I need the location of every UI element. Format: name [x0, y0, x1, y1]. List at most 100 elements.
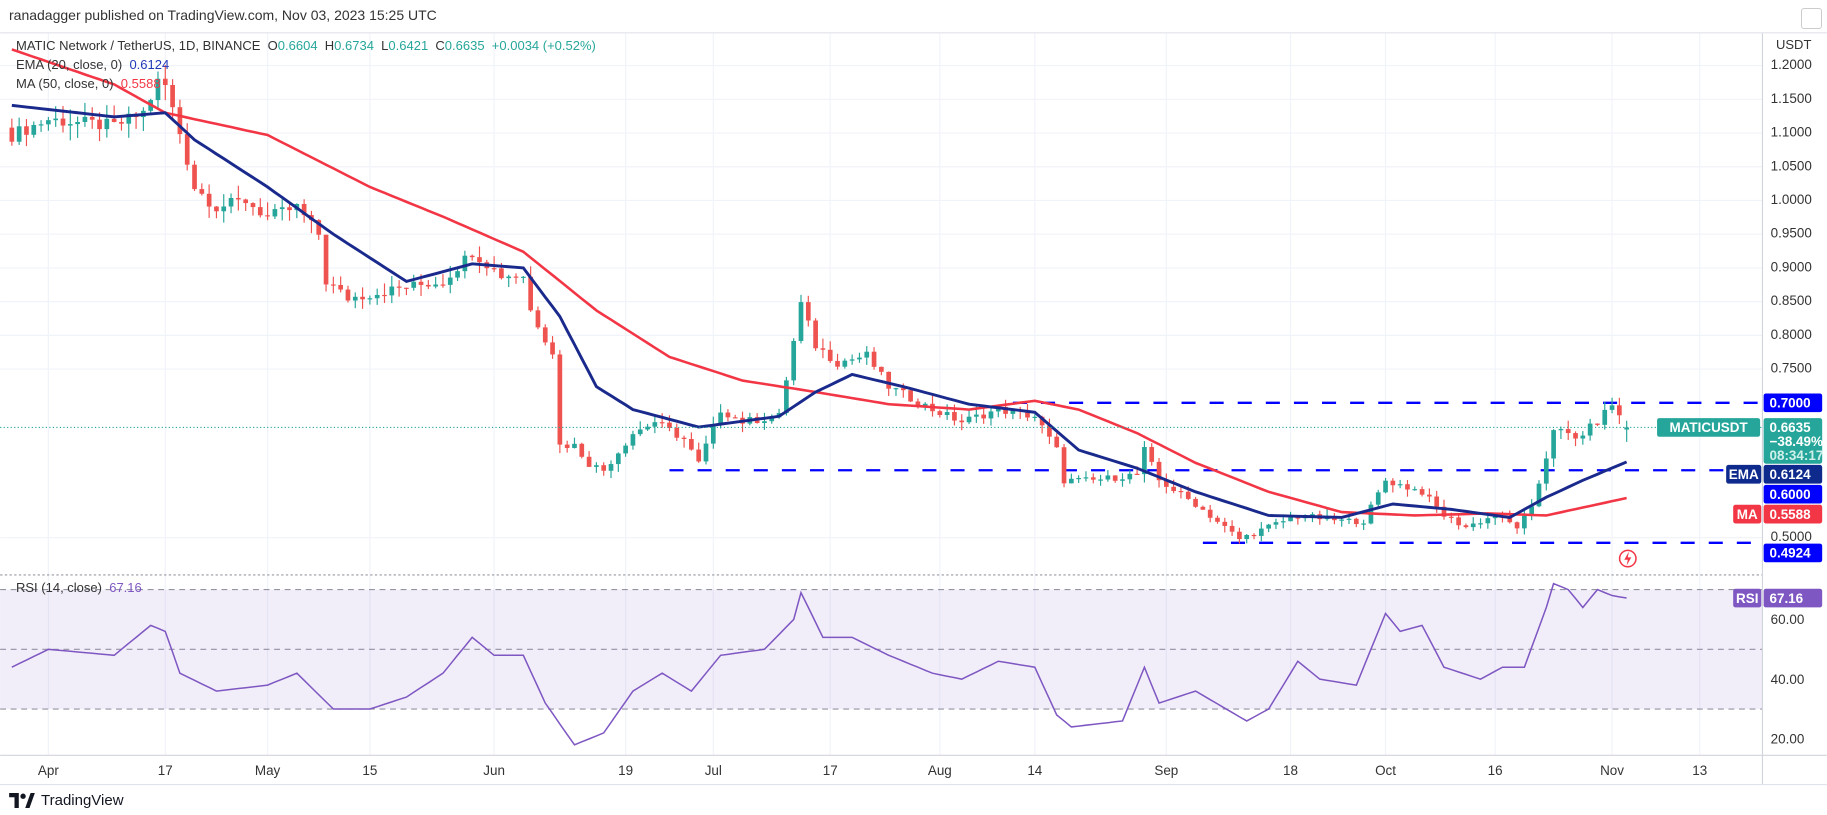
candle-body: [1529, 506, 1535, 516]
candle-body: [784, 380, 789, 414]
candle-body: [1580, 435, 1586, 439]
y-tick-label: 0.8000: [1771, 327, 1812, 342]
x-tick-label: Oct: [1375, 763, 1396, 778]
candle-body: [1514, 522, 1520, 529]
candle-body: [798, 302, 804, 341]
high-value: 0.6734: [334, 38, 374, 53]
candle-body: [1617, 405, 1622, 416]
pct-text: −38.49%: [1769, 434, 1823, 449]
level-mid-badge-bg: [1763, 484, 1823, 504]
candle-body: [1551, 430, 1556, 459]
candle-body: [82, 116, 88, 122]
x-tick-label: Aug: [928, 763, 952, 778]
chart-settings-button[interactable]: [1801, 8, 1822, 29]
high-label: H: [324, 38, 335, 53]
candle-body: [520, 276, 526, 278]
ema-badge: 0.6124 EMA: [1726, 464, 1823, 484]
ma-text: 0.5588: [1769, 507, 1811, 522]
candle-body: [104, 118, 110, 130]
candle-body: [769, 417, 775, 422]
candle-body: [915, 401, 921, 407]
candle-body: [1353, 518, 1359, 525]
candle-body: [199, 189, 205, 194]
candle-body: [623, 445, 628, 454]
candle-body: [1244, 534, 1250, 540]
candle-body: [192, 164, 197, 190]
candle-body: [513, 276, 519, 278]
candle-body: [46, 120, 51, 125]
rsi-line: [11, 582, 1627, 746]
grid: [0, 32, 1763, 756]
candle-body: [1039, 416, 1045, 426]
y-tick-label: 0.9000: [1771, 259, 1812, 274]
candle-body: [228, 197, 234, 207]
candle-body: [345, 289, 351, 301]
candle-body: [1112, 475, 1118, 481]
candles: [9, 64, 1630, 544]
ma-value: 0.5588: [120, 76, 161, 91]
level-high-badge: 0.7000: [1763, 393, 1823, 413]
x-tick-label: 19: [618, 763, 633, 778]
currency-label[interactable]: USDT: [1776, 37, 1812, 52]
candle-body: [1609, 405, 1615, 410]
candle-body: [857, 357, 862, 360]
candle-body: [279, 207, 285, 210]
candle-body: [382, 294, 387, 297]
rsi-value: 67.16: [109, 580, 142, 595]
ema-badge-bg: [1763, 464, 1823, 484]
countdown-text: 08:34:17: [1769, 448, 1823, 463]
ema-value: 0.6124: [129, 57, 170, 72]
published-caption: ranadagger published on TradingView.com,…: [9, 7, 437, 23]
candle-body: [1003, 406, 1008, 414]
candle-body: [1273, 522, 1279, 525]
candle-body: [542, 327, 548, 343]
y-tick-label: 1.1000: [1771, 125, 1812, 140]
alert-lightning-icon[interactable]: [1618, 549, 1637, 568]
rsi-legend[interactable]: RSI (14, close) 67.16: [16, 580, 142, 595]
level-mid-badge: 0.6000: [1763, 484, 1823, 504]
candle-body: [1522, 515, 1527, 529]
ema-legend[interactable]: EMA (20, close, 0) 0.6124: [16, 55, 596, 74]
candle-body: [1237, 531, 1242, 540]
candle-body: [1602, 409, 1608, 425]
candle-body: [1295, 517, 1301, 519]
candle-body: [60, 118, 66, 126]
candle-body: [1397, 484, 1403, 486]
candle-body: [162, 78, 168, 86]
candle-body: [1543, 458, 1549, 484]
ma-tag-bg: [1733, 504, 1762, 524]
low-value: 0.6421: [388, 38, 429, 53]
candle-body: [1069, 478, 1074, 484]
open-value: 0.6604: [277, 38, 318, 53]
level-low-text: 0.4924: [1769, 546, 1811, 561]
candle-body: [1193, 498, 1198, 507]
candle-body: [864, 351, 870, 358]
candle-body: [206, 193, 212, 207]
candle-body: [418, 281, 424, 285]
level-high-text: 0.7000: [1769, 396, 1810, 411]
candle-body: [550, 342, 555, 355]
candle-body: [1390, 480, 1396, 486]
candle-body: [433, 284, 438, 287]
x-tick-label: 14: [1027, 763, 1042, 778]
candle-body: [762, 421, 767, 423]
x-tick-label: Apr: [38, 763, 59, 778]
ma-legend[interactable]: MA (50, close, 0) 0.5588: [16, 74, 596, 93]
candle-body: [564, 444, 570, 448]
candle-body: [506, 276, 512, 279]
candle-body: [53, 118, 59, 121]
candle-body: [966, 416, 972, 423]
candle-body: [352, 296, 358, 301]
symbol-title[interactable]: MATIC Network / TetherUS, 1D, BINANCE: [16, 38, 261, 53]
candle-body: [221, 206, 227, 212]
candle-body: [791, 340, 797, 381]
candle-body: [1025, 410, 1030, 418]
candle-body: [1536, 483, 1542, 507]
candle-body: [1587, 423, 1593, 436]
footer: TradingView: [9, 792, 124, 809]
footer-brand[interactable]: TradingView: [41, 792, 124, 809]
candle-body: [1134, 473, 1140, 475]
candle-body: [24, 126, 29, 135]
candle-body: [1595, 423, 1600, 425]
